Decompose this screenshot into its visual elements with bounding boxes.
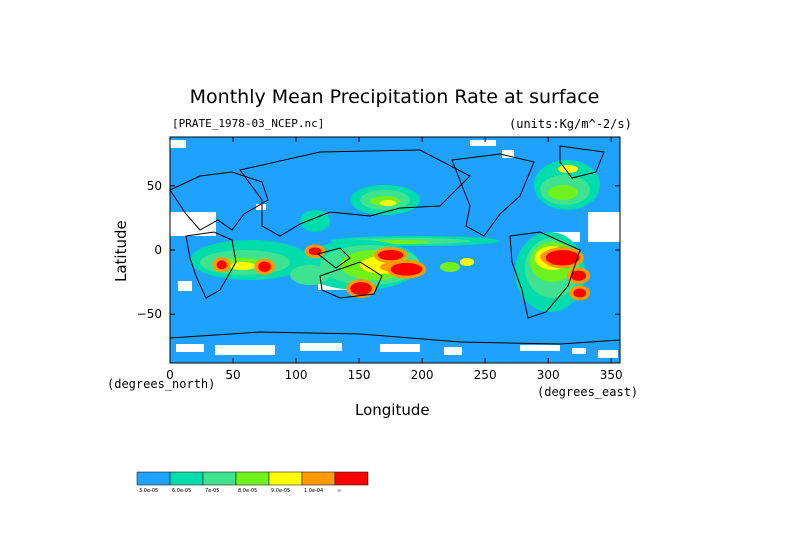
precip-max-region bbox=[390, 262, 423, 276]
colorbar-swatch bbox=[268, 471, 303, 486]
x-tick-label: 300 bbox=[537, 368, 560, 382]
missing-data-patch bbox=[588, 212, 620, 242]
colorbar-label: ∞ bbox=[337, 488, 341, 494]
colorbar: 3.0e-05 6.0e-05 7e-05 8.0e-05 9.0e-05 1.0e-04… bbox=[136, 471, 369, 494]
precip-band bbox=[460, 258, 474, 266]
colorbar-swatch bbox=[301, 471, 336, 486]
coastline bbox=[316, 247, 351, 269]
precip-band bbox=[290, 265, 330, 285]
coastline bbox=[185, 231, 237, 299]
colorbar-swatch bbox=[169, 471, 204, 486]
colorbar-swatch bbox=[334, 471, 369, 486]
x-tick-label: 200 bbox=[411, 368, 434, 382]
precip-max-region bbox=[350, 282, 372, 295]
precip-max-region bbox=[216, 260, 227, 270]
coastline bbox=[169, 171, 269, 231]
colorbar-label: 9.0e-05 bbox=[271, 488, 290, 494]
precip-band bbox=[380, 200, 396, 206]
coastline bbox=[239, 149, 471, 237]
heatmap-plot bbox=[169, 136, 621, 364]
missing-data-patch bbox=[256, 204, 266, 210]
missing-data-patch bbox=[176, 344, 204, 352]
colorbar-label: 3.0e-05 bbox=[139, 488, 158, 494]
coastline bbox=[319, 261, 383, 299]
precip-band bbox=[548, 185, 578, 200]
axis-ticks: 0 50 100 150 200 250 300 350 50 0 −50 bbox=[137, 137, 623, 382]
units-label: (units:Kg/m^-2/s) bbox=[509, 117, 632, 131]
precip-band bbox=[440, 262, 460, 272]
missing-data-patch bbox=[170, 140, 186, 148]
missing-data-patch bbox=[520, 345, 560, 351]
missing-data-patch bbox=[572, 348, 586, 354]
x-tick-label: 250 bbox=[474, 368, 497, 382]
missing-data-patch bbox=[598, 350, 618, 358]
missing-data-patch bbox=[444, 347, 462, 355]
chart-title: Monthly Mean Precipitation Rate at surfa… bbox=[189, 86, 600, 108]
colorbar-label: 8.0e-05 bbox=[238, 488, 257, 494]
colorbar-label: 1.0e-04 bbox=[304, 488, 323, 494]
colorbar-swatch bbox=[235, 471, 270, 486]
y-tick-label: 50 bbox=[147, 179, 162, 193]
y-tick-label: −50 bbox=[137, 307, 162, 321]
file-label: [PRATE_1978-03_NCEP.nc] bbox=[172, 117, 325, 130]
x-unit-label: (degrees_east) bbox=[537, 385, 639, 399]
colorbar-label: 7e-05 bbox=[205, 488, 219, 494]
colorbar-label: 6.0e-05 bbox=[172, 488, 191, 494]
y-unit-label: (degrees_north) bbox=[107, 377, 216, 391]
x-tick-label: 100 bbox=[285, 368, 308, 382]
precip-max-region bbox=[258, 261, 271, 272]
missing-data-patch bbox=[380, 344, 420, 352]
colorbar-swatch bbox=[202, 471, 237, 486]
missing-data-patch bbox=[215, 345, 275, 355]
precip-max-region bbox=[377, 250, 404, 261]
precip-band bbox=[558, 165, 578, 173]
precip-max-region bbox=[545, 250, 580, 266]
x-axis-label: Longitude bbox=[355, 401, 430, 419]
y-tick-label: 0 bbox=[154, 243, 162, 257]
coastline-antarctica bbox=[169, 331, 621, 345]
x-tick-label: 50 bbox=[225, 368, 240, 382]
x-tick-label: 0 bbox=[166, 368, 174, 382]
y-axis-label: Latitude bbox=[112, 220, 130, 282]
precip-max-region bbox=[573, 288, 586, 298]
x-tick-label: 150 bbox=[348, 368, 371, 382]
missing-data-patch bbox=[470, 140, 496, 146]
precip-max-region bbox=[570, 270, 586, 281]
colorbar-swatch bbox=[136, 471, 171, 486]
coastline bbox=[451, 153, 535, 237]
x-tick-label: 350 bbox=[600, 368, 623, 382]
missing-data-patch bbox=[178, 281, 192, 291]
coastline bbox=[559, 145, 605, 179]
missing-data-patch bbox=[170, 212, 216, 236]
coastline bbox=[509, 231, 581, 319]
missing-data-patch bbox=[502, 150, 514, 158]
missing-data-patch bbox=[300, 343, 342, 351]
precip-band bbox=[230, 262, 255, 270]
precip-max-region bbox=[308, 247, 322, 256]
